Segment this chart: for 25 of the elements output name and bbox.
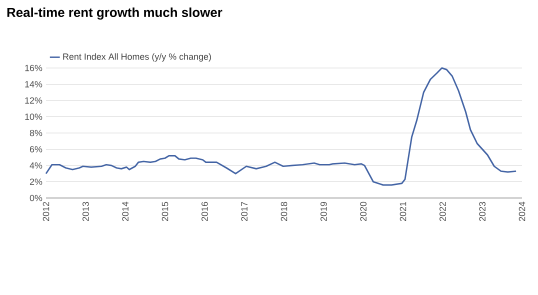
y-tick-label: 2% <box>30 178 42 185</box>
y-tick-label: 10% <box>25 114 42 120</box>
x-tick-label: 2019 <box>320 202 327 222</box>
x-tick-label: 2018 <box>280 202 288 222</box>
x-tick-label: 2012 <box>42 202 50 222</box>
x-tick-label: 2021 <box>400 202 406 222</box>
line-series <box>45 67 517 186</box>
y-tick-label: 0% <box>30 194 42 202</box>
y-tick-label: 14% <box>25 81 42 88</box>
x-tick-label: 2017 <box>241 202 248 222</box>
x-tick-label: 2023 <box>479 202 486 222</box>
chart-title: Real-time rent growth much slower <box>7 8 222 20</box>
legend-label: Rent Index All Homes (y/y % change) <box>63 53 211 62</box>
x-tick-label: 2013 <box>82 202 89 222</box>
x-tick-label: 2022 <box>439 202 446 222</box>
x-tick-label: 2020 <box>360 202 367 222</box>
y-tick-label: 12% <box>25 97 42 104</box>
y-tick-label: 6% <box>30 146 42 152</box>
y-tick-label: 16% <box>25 64 42 72</box>
y-tick-label: 8% <box>30 130 42 136</box>
y-tick-label: 4% <box>30 162 42 169</box>
x-tick-label: 2014 <box>122 202 129 222</box>
x-tick-label: 2016 <box>201 202 208 222</box>
x-tick-label: 2015 <box>162 202 168 222</box>
x-tick-label: 2024 <box>518 202 526 222</box>
